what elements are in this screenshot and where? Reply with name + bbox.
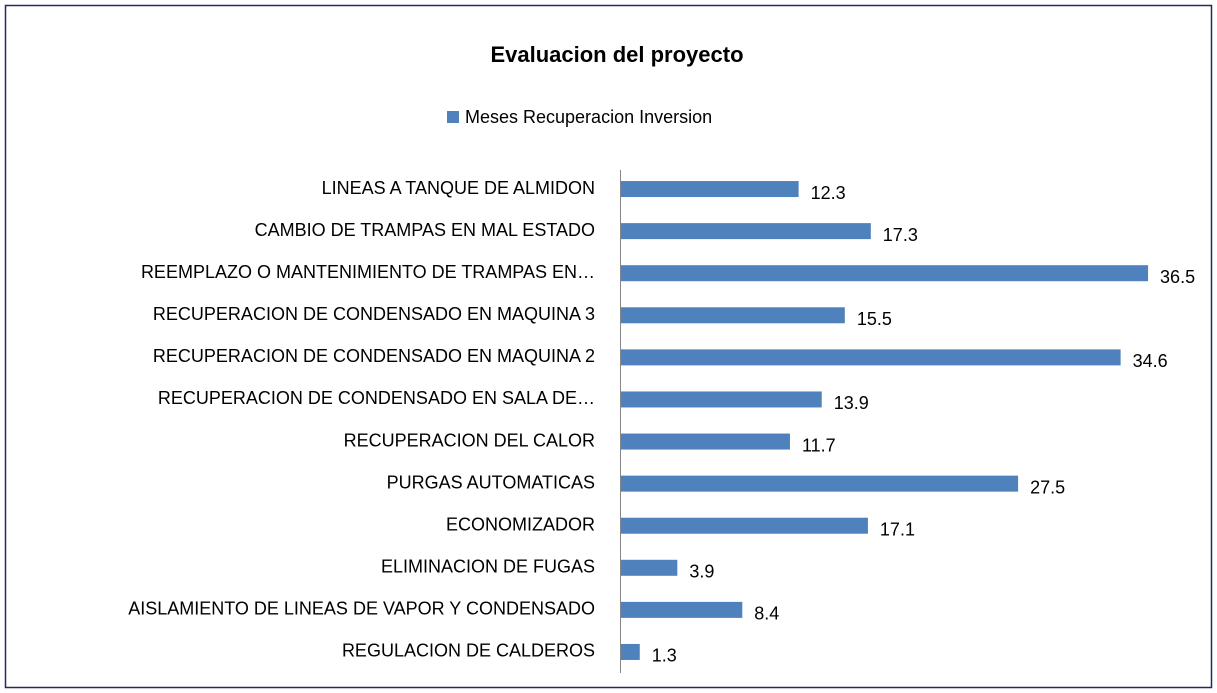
bar (621, 559, 678, 576)
bar (621, 475, 1019, 492)
value-label: 36.5 (1160, 267, 1195, 287)
chart-frame (4, 4, 1213, 689)
value-label: 3.9 (689, 562, 714, 582)
value-label: 17.1 (880, 519, 915, 539)
bar (621, 643, 640, 660)
bar (621, 223, 871, 240)
y-tick-label: CAMBIO DE TRAMPAS EN MAL ESTADO (255, 220, 595, 240)
y-tick-label: RECUPERACION DE CONDENSADO EN MAQUINA 3 (153, 304, 595, 324)
y-tick-label: AISLAMIENTO DE LINEAS DE VAPOR Y CONDENS… (128, 599, 595, 619)
bar (621, 181, 799, 198)
value-label: 8.4 (754, 604, 779, 624)
y-tick-label: PURGAS AUTOMATICAS (387, 472, 595, 492)
bar (621, 307, 845, 324)
y-tick-label: RECUPERACION DEL CALOR (344, 430, 595, 450)
bar (621, 349, 1121, 366)
y-tick-label: ECONOMIZADOR (446, 514, 595, 534)
y-tick-label: REGULACION DE CALDEROS (342, 641, 595, 661)
bar (621, 601, 743, 618)
y-tick-label: LINEAS A TANQUE DE ALMIDON (322, 178, 595, 198)
value-label: 34.6 (1133, 351, 1168, 371)
bar (621, 433, 790, 450)
value-label: 12.3 (811, 183, 846, 203)
chart-title: Evaluacion del proyecto (490, 42, 743, 67)
bar (621, 391, 822, 408)
bar (621, 517, 868, 534)
value-label: 15.5 (857, 309, 892, 329)
value-label: 27.5 (1030, 477, 1065, 497)
value-label: 13.9 (834, 393, 869, 413)
y-tick-label: RECUPERACION DE CONDENSADO EN SALA DE… (158, 388, 595, 408)
value-label: 11.7 (802, 435, 836, 455)
value-label: 17.3 (883, 225, 918, 245)
y-tick-label: ELIMINACION DE FUGAS (381, 557, 595, 577)
y-tick-label: RECUPERACION DE CONDENSADO EN MAQUINA 2 (153, 346, 595, 366)
y-tick-label: REEMPLAZO O MANTENIMIENTO DE TRAMPAS EN… (141, 262, 595, 282)
legend-label: Meses Recuperacion Inversion (465, 107, 712, 127)
value-label: 1.3 (652, 646, 677, 666)
legend-swatch (447, 111, 459, 123)
bar (621, 265, 1149, 282)
